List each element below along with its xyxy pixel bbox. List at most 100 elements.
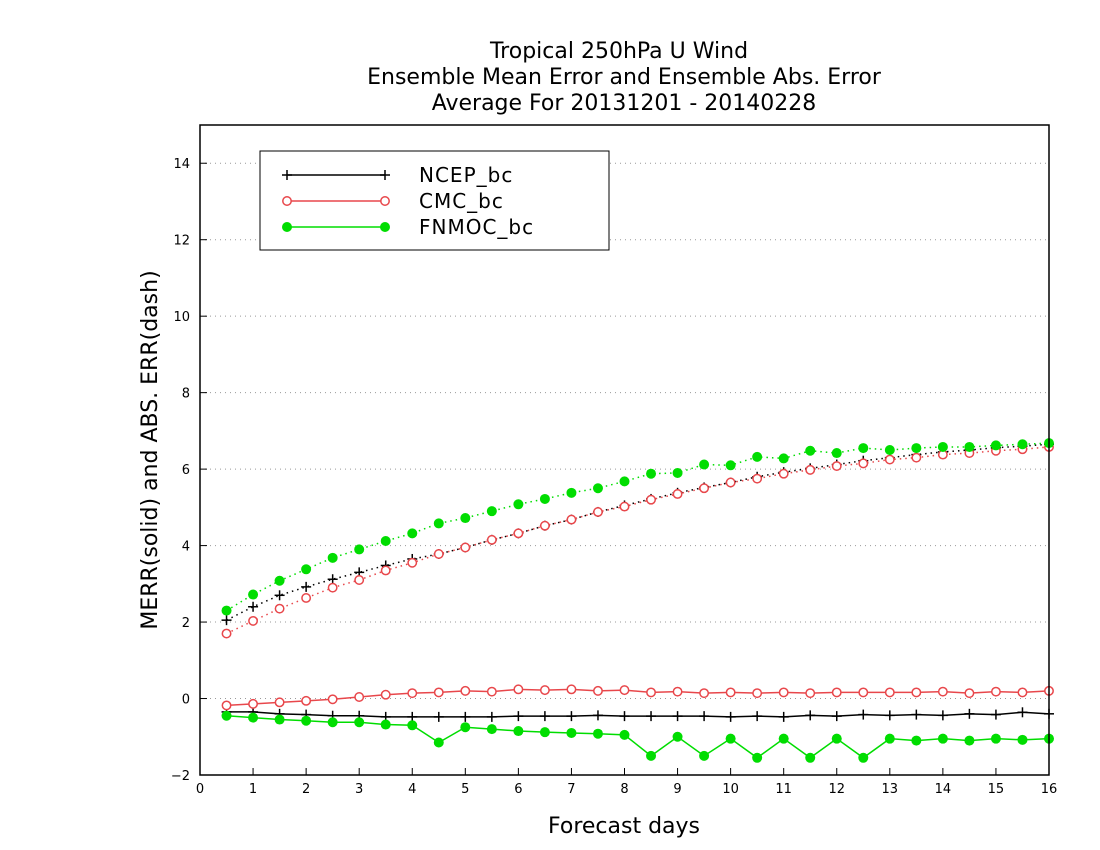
fnmoc-bc-abs-err-point <box>911 443 922 454</box>
cmc-bc-merr-point <box>990 686 1001 697</box>
fnmoc-bc-merr-point <box>858 752 869 763</box>
ncep-bc-abs-err-line <box>226 443 1050 621</box>
ncep-bc-abs-err-point <box>221 615 232 626</box>
cmc-bc-abs-err-point <box>248 615 259 626</box>
fnmoc-bc-abs-err-point <box>646 468 657 479</box>
x-tick-label: 4 <box>408 782 416 797</box>
cmc-bc-merr-point <box>593 685 603 696</box>
fnmoc-bc-merr-point <box>752 752 763 763</box>
fnmoc-bc-abs-err-point <box>327 552 338 563</box>
fnmoc-bc-merr-point <box>672 731 683 742</box>
ncep-bc-merr-point <box>486 711 497 722</box>
fnmoc-bc-merr-point <box>274 714 285 725</box>
fnmoc-bc-merr-point <box>566 727 577 738</box>
fnmoc-bc-merr-point <box>964 735 975 746</box>
series-layer <box>221 438 1054 763</box>
cmc-bc-abs-err-point <box>619 501 630 512</box>
fnmoc-bc-merr-point <box>433 737 444 748</box>
fnmoc-bc-merr-point <box>354 717 365 728</box>
fnmoc-bc-merr-point <box>486 724 497 735</box>
cmc-bc-abs-err-point <box>778 468 789 479</box>
x-tick-label: 5 <box>461 782 469 797</box>
legend-marker <box>282 222 292 232</box>
fnmoc-bc-abs-err-point <box>248 589 259 600</box>
fnmoc-bc-merr-point <box>460 722 471 733</box>
ncep-bc-merr-point <box>752 711 763 722</box>
fnmoc-bc-merr-point <box>248 712 259 723</box>
fnmoc-bc-abs-err-point <box>539 493 550 504</box>
cmc-bc-abs-err-point <box>460 542 471 553</box>
title-line-1: Tropical 250hPa U Wind <box>489 39 748 64</box>
legend-marker <box>282 196 292 206</box>
fnmoc-bc-abs-err-point <box>274 575 285 586</box>
cmc-bc-abs-err-point <box>831 461 842 472</box>
fnmoc-bc-merr-point <box>407 720 418 731</box>
fnmoc-bc-abs-err-point <box>513 499 524 510</box>
fnmoc-bc-merr-point <box>380 719 391 730</box>
ncep-bc-merr-point <box>725 711 736 722</box>
ncep-bc-merr-point <box>672 711 683 722</box>
fnmoc-bc-merr-point <box>778 733 789 744</box>
x-tick-label: 13 <box>882 782 899 797</box>
ncep-bc-merr-point <box>619 711 630 722</box>
fnmoc-bc-abs-err-point <box>380 536 391 546</box>
ncep-bc-merr-point <box>805 710 816 721</box>
x-tick-label: 1 <box>249 782 257 797</box>
gridlines <box>200 162 1049 776</box>
fnmoc-bc-abs-err-point <box>831 448 842 459</box>
cmc-bc-abs-err-point <box>566 514 577 525</box>
y-tick-label: 2 <box>182 616 190 631</box>
fnmoc-bc-abs-err-point <box>1017 439 1028 450</box>
fnmoc-bc-merr-point <box>646 750 657 761</box>
x-tick-label: 12 <box>828 782 845 797</box>
fnmoc-bc-abs-err-point <box>752 451 763 462</box>
x-tick-label: 10 <box>722 782 739 797</box>
ncep-bc-abs-err-point <box>248 601 259 612</box>
ncep-bc-merr-point <box>937 710 948 721</box>
cmc-bc-abs-err-point <box>646 494 656 505</box>
fnmoc-bc-merr-point <box>805 752 816 763</box>
series-cmc-bc <box>221 441 1054 711</box>
ncep-bc-merr-point <box>407 711 418 722</box>
ncep-bc-merr-point <box>539 711 550 722</box>
cmc-bc-abs-err-point <box>884 454 895 465</box>
cmc-bc-abs-err-point <box>407 557 418 568</box>
ncep-bc-merr-point <box>646 711 657 722</box>
y-tick-label: 4 <box>182 540 190 555</box>
cmc-bc-abs-err-point <box>380 565 391 576</box>
fnmoc-bc-abs-err-point <box>566 487 577 498</box>
fnmoc-bc-abs-err-point <box>460 513 471 524</box>
fnmoc-bc-abs-err-point <box>805 445 816 456</box>
cmc-bc-abs-err-point <box>752 473 763 484</box>
cmc-bc-abs-err-point <box>699 483 710 494</box>
legend-marker <box>380 196 390 206</box>
series-fnmoc-bc <box>221 438 1054 763</box>
x-tick-label: 14 <box>935 782 952 797</box>
cmc-bc-merr-point <box>407 688 418 699</box>
fnmoc-bc-abs-err-point <box>778 453 789 464</box>
fnmoc-bc-abs-err-point <box>672 467 683 478</box>
y-tick-label: 0 <box>182 693 190 708</box>
x-tick-label: 16 <box>1041 782 1058 797</box>
fnmoc-bc-merr-point <box>884 733 895 744</box>
fnmoc-bc-abs-err-point <box>592 483 603 494</box>
ncep-bc-merr-point <box>884 710 895 721</box>
fnmoc-bc-abs-err-point <box>964 441 975 452</box>
fnmoc-bc-abs-err-point <box>486 506 497 517</box>
legend-label-ncep-bc: NCEP_bc <box>419 163 513 187</box>
cmc-bc-abs-err-point <box>513 528 524 539</box>
y-tick-label: 8 <box>182 387 190 402</box>
x-tick-label: 3 <box>355 782 363 797</box>
fnmoc-bc-merr-point <box>221 710 232 721</box>
fnmoc-bc-merr-line <box>226 714 1050 759</box>
legend-entry-ncep-bc: NCEP_bc <box>282 163 513 187</box>
ncep-bc-merr-point <box>699 711 710 722</box>
legend-label-cmc-bc: CMC_bc <box>419 189 504 213</box>
cmc-bc-merr-point <box>221 700 232 711</box>
fnmoc-bc-abs-err-point <box>990 440 1001 451</box>
cmc-bc-merr-point <box>725 687 736 698</box>
x-tick-label: 0 <box>196 782 204 797</box>
cmc-bc-merr-point <box>778 687 789 698</box>
